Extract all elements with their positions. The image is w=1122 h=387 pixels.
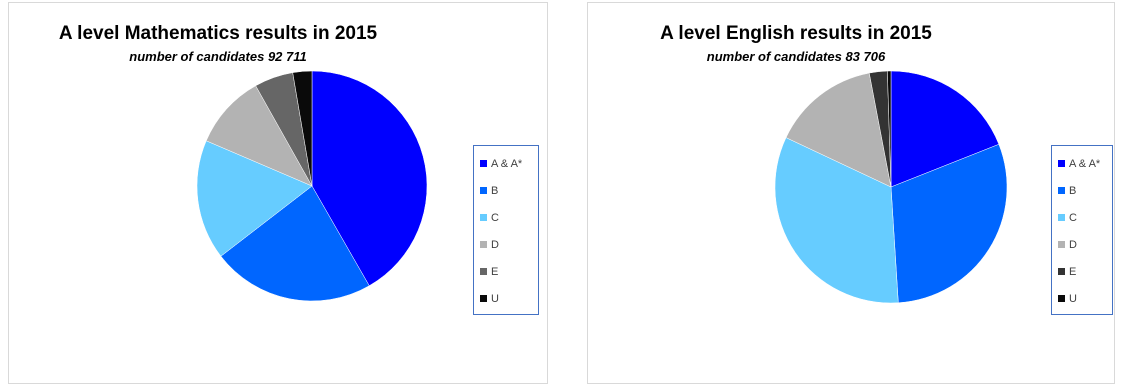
legend-item: D [1058, 231, 1112, 258]
pie-slice [774, 137, 899, 304]
legend-swatch [480, 241, 487, 248]
legend-label: C [1069, 211, 1077, 224]
legend-item: A & A* [1058, 150, 1112, 177]
pie-slice [890, 70, 1000, 188]
legend-swatch [1058, 187, 1065, 194]
legend-swatch [1058, 214, 1065, 221]
chart-title: A level English results in 2015 [660, 23, 932, 44]
pie-chart [196, 70, 428, 302]
pie-chart [774, 70, 1008, 304]
chart-legend: A & A* B C D E U [473, 145, 539, 315]
legend-item: U [480, 285, 538, 312]
legend-label: E [1069, 265, 1077, 278]
legend-swatch [480, 160, 487, 167]
legend-swatch [480, 187, 487, 194]
legend-swatch [1058, 268, 1065, 275]
legend-swatch [480, 295, 487, 302]
pie-slice [785, 72, 892, 188]
pie-slice [890, 143, 1008, 304]
legend-label: U [491, 292, 499, 305]
legend-label: E [491, 265, 499, 278]
legend-swatch [1058, 160, 1065, 167]
pie-slice [292, 70, 313, 187]
pie-slice [220, 185, 370, 302]
pie-slice [205, 85, 313, 187]
chart-subtitle: number of candidates 92 711 [129, 49, 307, 64]
legend-swatch [480, 214, 487, 221]
chart-title: A level Mathematics results in 2015 [58, 23, 378, 44]
legend-item: B [1058, 177, 1112, 204]
legend-item: E [1058, 258, 1112, 285]
legend-item: D [480, 231, 538, 258]
chart-subtitle: number of candidates 83 706 [706, 49, 886, 64]
legend-item: B [480, 177, 538, 204]
pie-slice [196, 140, 313, 257]
legend-label: D [491, 238, 499, 251]
legend-item: A & A* [480, 150, 538, 177]
legend-label: A & A* [491, 157, 523, 170]
legend-swatch [1058, 295, 1065, 302]
legend-swatch [480, 268, 487, 275]
legend-label: D [1069, 238, 1077, 251]
chart-legend: A & A* B C D E U [1051, 145, 1113, 315]
legend-label: B [1069, 184, 1077, 197]
legend-item: U [1058, 285, 1112, 312]
legend-label: B [491, 184, 499, 197]
legend-label: U [1069, 292, 1077, 305]
pie-slice [887, 70, 892, 188]
legend-swatch [1058, 241, 1065, 248]
legend-item: C [480, 204, 538, 231]
english-chart-panel: A level English results in 2015 number o… [587, 2, 1115, 384]
legend-item: E [480, 258, 538, 285]
legend-label: A & A* [1069, 157, 1101, 170]
legend-label: C [491, 211, 499, 224]
pie-slice [311, 70, 428, 287]
legend-item: C [1058, 204, 1112, 231]
maths-chart-panel: A level Mathematics results in 2015 numb… [8, 2, 548, 384]
